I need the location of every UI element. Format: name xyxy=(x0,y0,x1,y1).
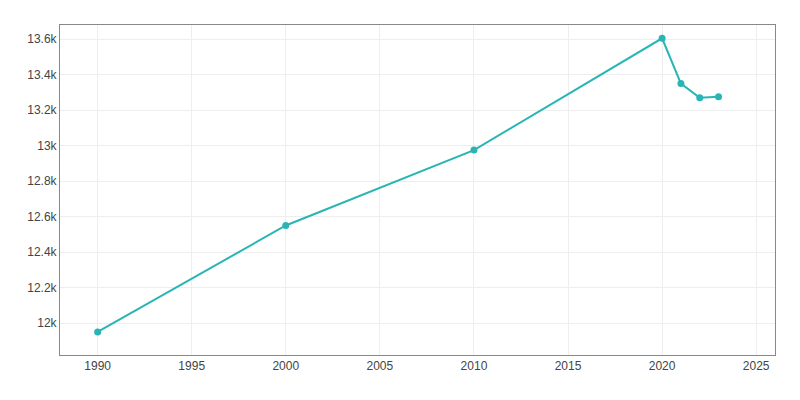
svg-text:2015: 2015 xyxy=(555,359,582,373)
svg-text:12k: 12k xyxy=(37,316,57,330)
svg-text:2000: 2000 xyxy=(272,359,299,373)
svg-text:13.6k: 13.6k xyxy=(27,32,57,46)
svg-text:12.8k: 12.8k xyxy=(27,174,57,188)
svg-text:2020: 2020 xyxy=(649,359,676,373)
svg-text:2005: 2005 xyxy=(367,359,394,373)
svg-text:13.4k: 13.4k xyxy=(27,68,57,82)
svg-text:12.4k: 12.4k xyxy=(27,245,57,259)
svg-text:2010: 2010 xyxy=(461,359,488,373)
svg-text:12.6k: 12.6k xyxy=(27,210,57,224)
svg-text:13k: 13k xyxy=(37,139,57,153)
svg-text:12.2k: 12.2k xyxy=(27,281,57,295)
svg-text:1995: 1995 xyxy=(178,359,205,373)
svg-text:1990: 1990 xyxy=(84,359,111,373)
svg-text:2025: 2025 xyxy=(743,359,770,373)
svg-text:13.2k: 13.2k xyxy=(27,103,57,117)
